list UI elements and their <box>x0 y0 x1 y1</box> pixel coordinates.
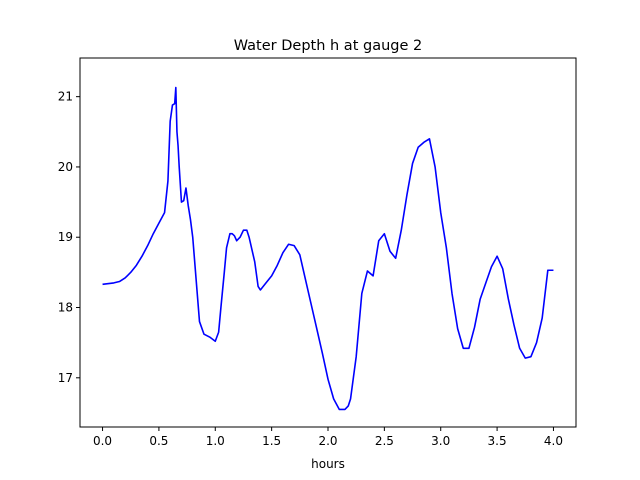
x-tick-label: 1.0 <box>206 434 225 448</box>
x-tick-label: 3.0 <box>431 434 450 448</box>
x-tick-label: 4.0 <box>544 434 563 448</box>
y-tick-label: 17 <box>58 371 73 385</box>
y-tick-label: 20 <box>58 160 73 174</box>
chart-title: Water Depth h at gauge 2 <box>234 38 422 54</box>
y-axis: 17 18 19 20 21 <box>58 90 80 385</box>
series-line-0 <box>102 86 554 411</box>
y-tick-label: 18 <box>58 301 73 315</box>
x-tick-label: 0.5 <box>149 434 168 448</box>
x-tick-label: 3.5 <box>488 434 507 448</box>
x-axis-label: hours <box>311 457 345 471</box>
x-axis: 0.0 0.5 1.0 1.5 2.0 2.5 3.0 3.5 4.0 <box>93 427 563 448</box>
y-tick-label: 19 <box>58 230 73 244</box>
x-tick-label: 2.0 <box>318 434 337 448</box>
x-tick-label: 1.5 <box>262 434 281 448</box>
y-tick-label: 21 <box>58 90 73 104</box>
x-tick-label: 0.0 <box>93 434 112 448</box>
x-tick-label: 2.5 <box>375 434 394 448</box>
series-group <box>102 86 554 411</box>
